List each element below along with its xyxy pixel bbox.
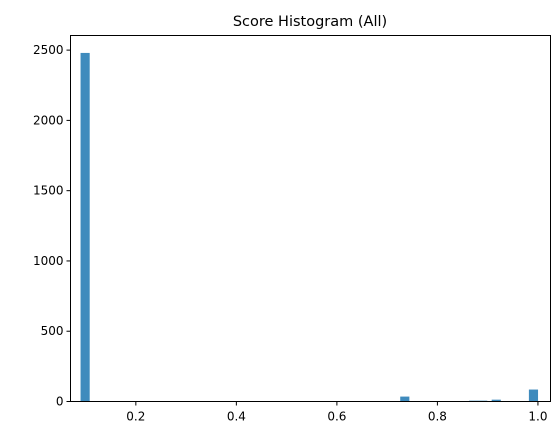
- histogram-bar: [80, 52, 90, 402]
- x-tick-label: 1.0: [528, 410, 547, 424]
- histogram-bar: [400, 396, 410, 402]
- y-tick-label: 2500: [33, 43, 64, 57]
- chart-title: Score Histogram (All): [233, 14, 387, 30]
- y-tick-label: 1500: [33, 184, 64, 198]
- x-tick-label: 0.8: [428, 410, 447, 424]
- y-tick-label: 2000: [33, 113, 64, 127]
- y-tick-label: 0: [56, 395, 64, 409]
- x-axis-ticks: 0.2 0.4 0.6 0.8 1.0: [126, 401, 547, 424]
- histogram-bar: [528, 389, 539, 402]
- y-tick-label: 500: [41, 324, 64, 338]
- bars-group: [80, 52, 539, 402]
- histogram-bar: [491, 399, 501, 402]
- y-tick-label: 1000: [33, 254, 64, 268]
- x-tick-label: 0.2: [126, 410, 145, 424]
- y-axis-ticks: 0 500 1000 1500 2000 2500: [33, 43, 71, 409]
- plot-frame: [70, 35, 551, 402]
- x-tick-label: 0.4: [227, 410, 246, 424]
- x-tick-label: 0.6: [327, 410, 346, 424]
